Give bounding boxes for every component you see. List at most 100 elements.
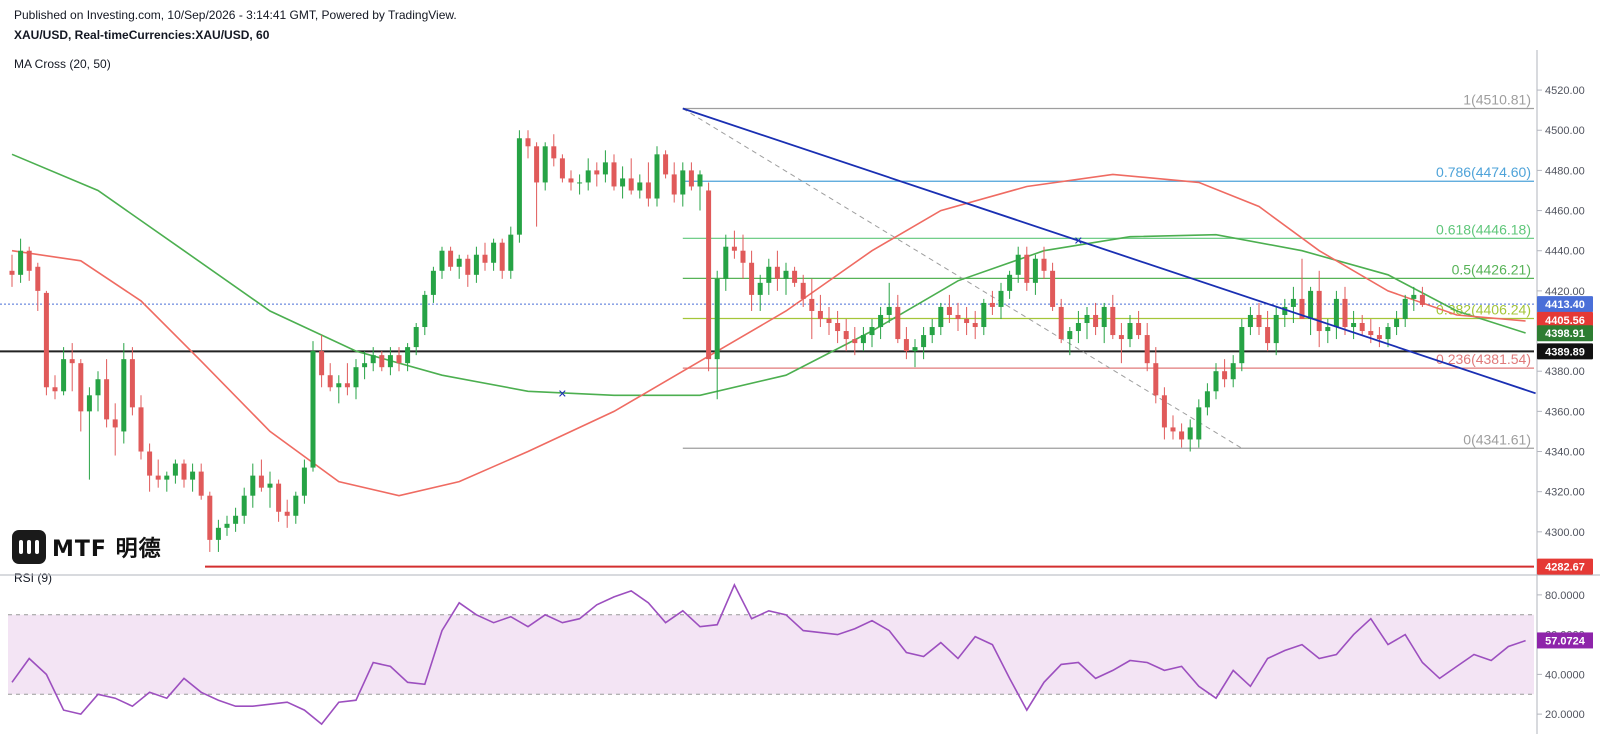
candle-body <box>198 471 204 496</box>
price-tag-label: 4405.56 <box>1545 315 1585 327</box>
candle <box>405 343 411 372</box>
candle-body <box>989 302 995 307</box>
candle-body <box>534 146 540 183</box>
candle-body <box>327 375 333 388</box>
candle <box>370 347 376 372</box>
candle <box>843 318 849 352</box>
candle <box>1394 310 1400 336</box>
rsi-value-tag: 57.0724 <box>1537 632 1593 649</box>
candle-body <box>1101 306 1107 328</box>
candle-body <box>1333 298 1339 328</box>
candle-body <box>1041 258 1047 271</box>
candle <box>534 142 540 227</box>
y-tick-label: 4500.00 <box>1545 125 1585 137</box>
candle-body <box>405 347 411 364</box>
candle <box>215 519 221 552</box>
candle <box>1007 270 1013 299</box>
candle <box>852 327 858 356</box>
candle <box>1161 387 1167 440</box>
candle <box>1230 355 1236 388</box>
candle-body <box>422 294 428 328</box>
fib-level-label: 0.618(4446.18) <box>1436 221 1531 237</box>
candle <box>456 254 462 279</box>
candle <box>258 459 264 492</box>
mtf-logo-icon <box>12 530 46 564</box>
candle <box>43 290 49 396</box>
rsi-value-tag-box <box>1537 632 1593 649</box>
candle <box>1179 423 1185 448</box>
candle-body <box>456 258 462 267</box>
candle-body <box>680 170 686 195</box>
candle <box>551 134 557 167</box>
candle <box>1118 323 1124 364</box>
candle-body <box>1110 306 1116 336</box>
candle-body <box>121 359 127 432</box>
candle-body <box>439 250 445 271</box>
candle <box>293 491 299 524</box>
candle-body <box>473 254 479 275</box>
candle-body <box>413 327 419 348</box>
candle <box>912 339 918 368</box>
candle-body <box>749 262 755 295</box>
candle <box>680 162 686 207</box>
candle-body <box>78 363 84 412</box>
candle-body <box>955 314 961 319</box>
candle-body <box>998 290 1004 307</box>
candle-body <box>215 527 221 540</box>
candle <box>645 162 651 207</box>
candle-body <box>800 282 806 299</box>
candle-body <box>258 475 264 488</box>
candle-body <box>671 174 677 195</box>
candle <box>138 395 144 460</box>
candle-body <box>1170 427 1176 432</box>
candle <box>1419 286 1425 307</box>
candle-body <box>654 154 660 199</box>
candle <box>1153 347 1159 404</box>
candle <box>310 341 316 472</box>
candle-body <box>835 323 841 332</box>
candle-body <box>1179 431 1185 440</box>
price-tag-label: 4398.91 <box>1545 328 1585 340</box>
ma-cross-marker: ✕ <box>558 387 567 400</box>
candle <box>1265 310 1271 352</box>
candle <box>61 347 67 396</box>
candle-body <box>1093 314 1099 328</box>
fib-level-label: 0(4341.61) <box>1463 431 1531 447</box>
candle <box>1050 262 1056 311</box>
candle <box>757 274 763 311</box>
y-tick-label: 4420.00 <box>1545 286 1585 298</box>
candle-body <box>620 178 626 187</box>
candle <box>78 359 84 432</box>
candle-body <box>594 170 600 175</box>
candle <box>1196 399 1202 448</box>
candle <box>903 327 909 360</box>
candle-body <box>714 278 720 360</box>
candle-body <box>344 383 350 388</box>
candle-body <box>878 314 884 328</box>
candle-body <box>319 351 325 376</box>
candle-body <box>310 351 316 468</box>
candle-body <box>430 270 436 295</box>
candle <box>628 158 634 195</box>
y-tick-label: 4440.00 <box>1545 246 1585 258</box>
candle-body <box>637 182 643 191</box>
candle <box>1273 306 1279 356</box>
symbol-title: XAU/USD, Real-timeCurrencies:XAU/USD, 60 <box>14 28 270 42</box>
candle <box>637 174 643 199</box>
candle-body <box>921 335 927 348</box>
candle-body <box>938 306 944 328</box>
candle <box>981 298 987 336</box>
candle <box>1110 294 1116 340</box>
candle <box>430 266 436 303</box>
candle <box>1239 318 1245 372</box>
candle-body <box>1308 290 1314 319</box>
dashed-projection-line <box>682 108 1243 449</box>
candle-body <box>912 347 918 352</box>
candle-body <box>155 475 161 480</box>
candle-body <box>1213 371 1219 392</box>
candle <box>774 250 780 291</box>
candle <box>1342 286 1348 336</box>
candle-body <box>86 395 92 412</box>
candle-body <box>843 331 849 340</box>
